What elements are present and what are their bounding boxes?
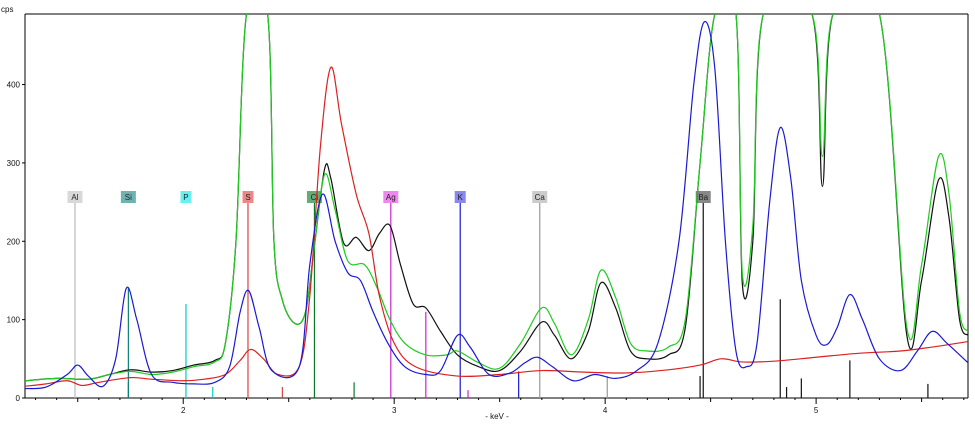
element-label-p: P: [183, 193, 188, 202]
x-tick-label: 3: [392, 406, 397, 415]
axes: cps - keV -: [1, 5, 969, 421]
series-line-3: [25, 21, 968, 390]
element-label-box-k: [454, 191, 466, 203]
series-line-1: [25, 14, 968, 382]
element-label-box-p: [180, 191, 192, 203]
element-label-box-cl: [306, 191, 322, 203]
element-label-s: S: [245, 193, 250, 202]
element-label-box-ag: [383, 191, 399, 203]
x-axis-label: - keV -: [485, 412, 509, 421]
element-label-ag: Ag: [386, 193, 396, 202]
element-label-box-ba: [695, 191, 711, 203]
element-label-box-s: [242, 191, 254, 203]
series-line-2: [25, 66, 968, 387]
x-tick-label: 4: [603, 406, 608, 415]
element-label-box-al: [67, 191, 83, 203]
x-ticks: 2 3 4 5: [35, 398, 965, 415]
element-label-k: K: [458, 193, 464, 202]
element-label-box-ca: [532, 191, 548, 203]
y-axis-label: cps: [1, 5, 13, 14]
y-ticks: 0 100 200 300 400: [7, 81, 25, 403]
element-label-si: Si: [125, 193, 132, 202]
x-tick-label: 5: [814, 406, 819, 415]
y-tick-label: 200: [7, 237, 21, 246]
element-label-al: Al: [71, 193, 78, 202]
element-label-ba: Ba: [698, 193, 708, 202]
y-tick-label: 100: [7, 316, 21, 325]
element-label-box-si: [120, 191, 136, 203]
x-tick-label: 2: [181, 406, 186, 415]
y-tick-label: 300: [7, 159, 21, 168]
spectrum-series: [25, 14, 968, 390]
element-label-ca: Ca: [535, 193, 546, 202]
y-tick-label: 400: [7, 81, 21, 90]
element-label-cl: Cl: [311, 193, 319, 202]
y-tick-label: 0: [16, 394, 21, 403]
